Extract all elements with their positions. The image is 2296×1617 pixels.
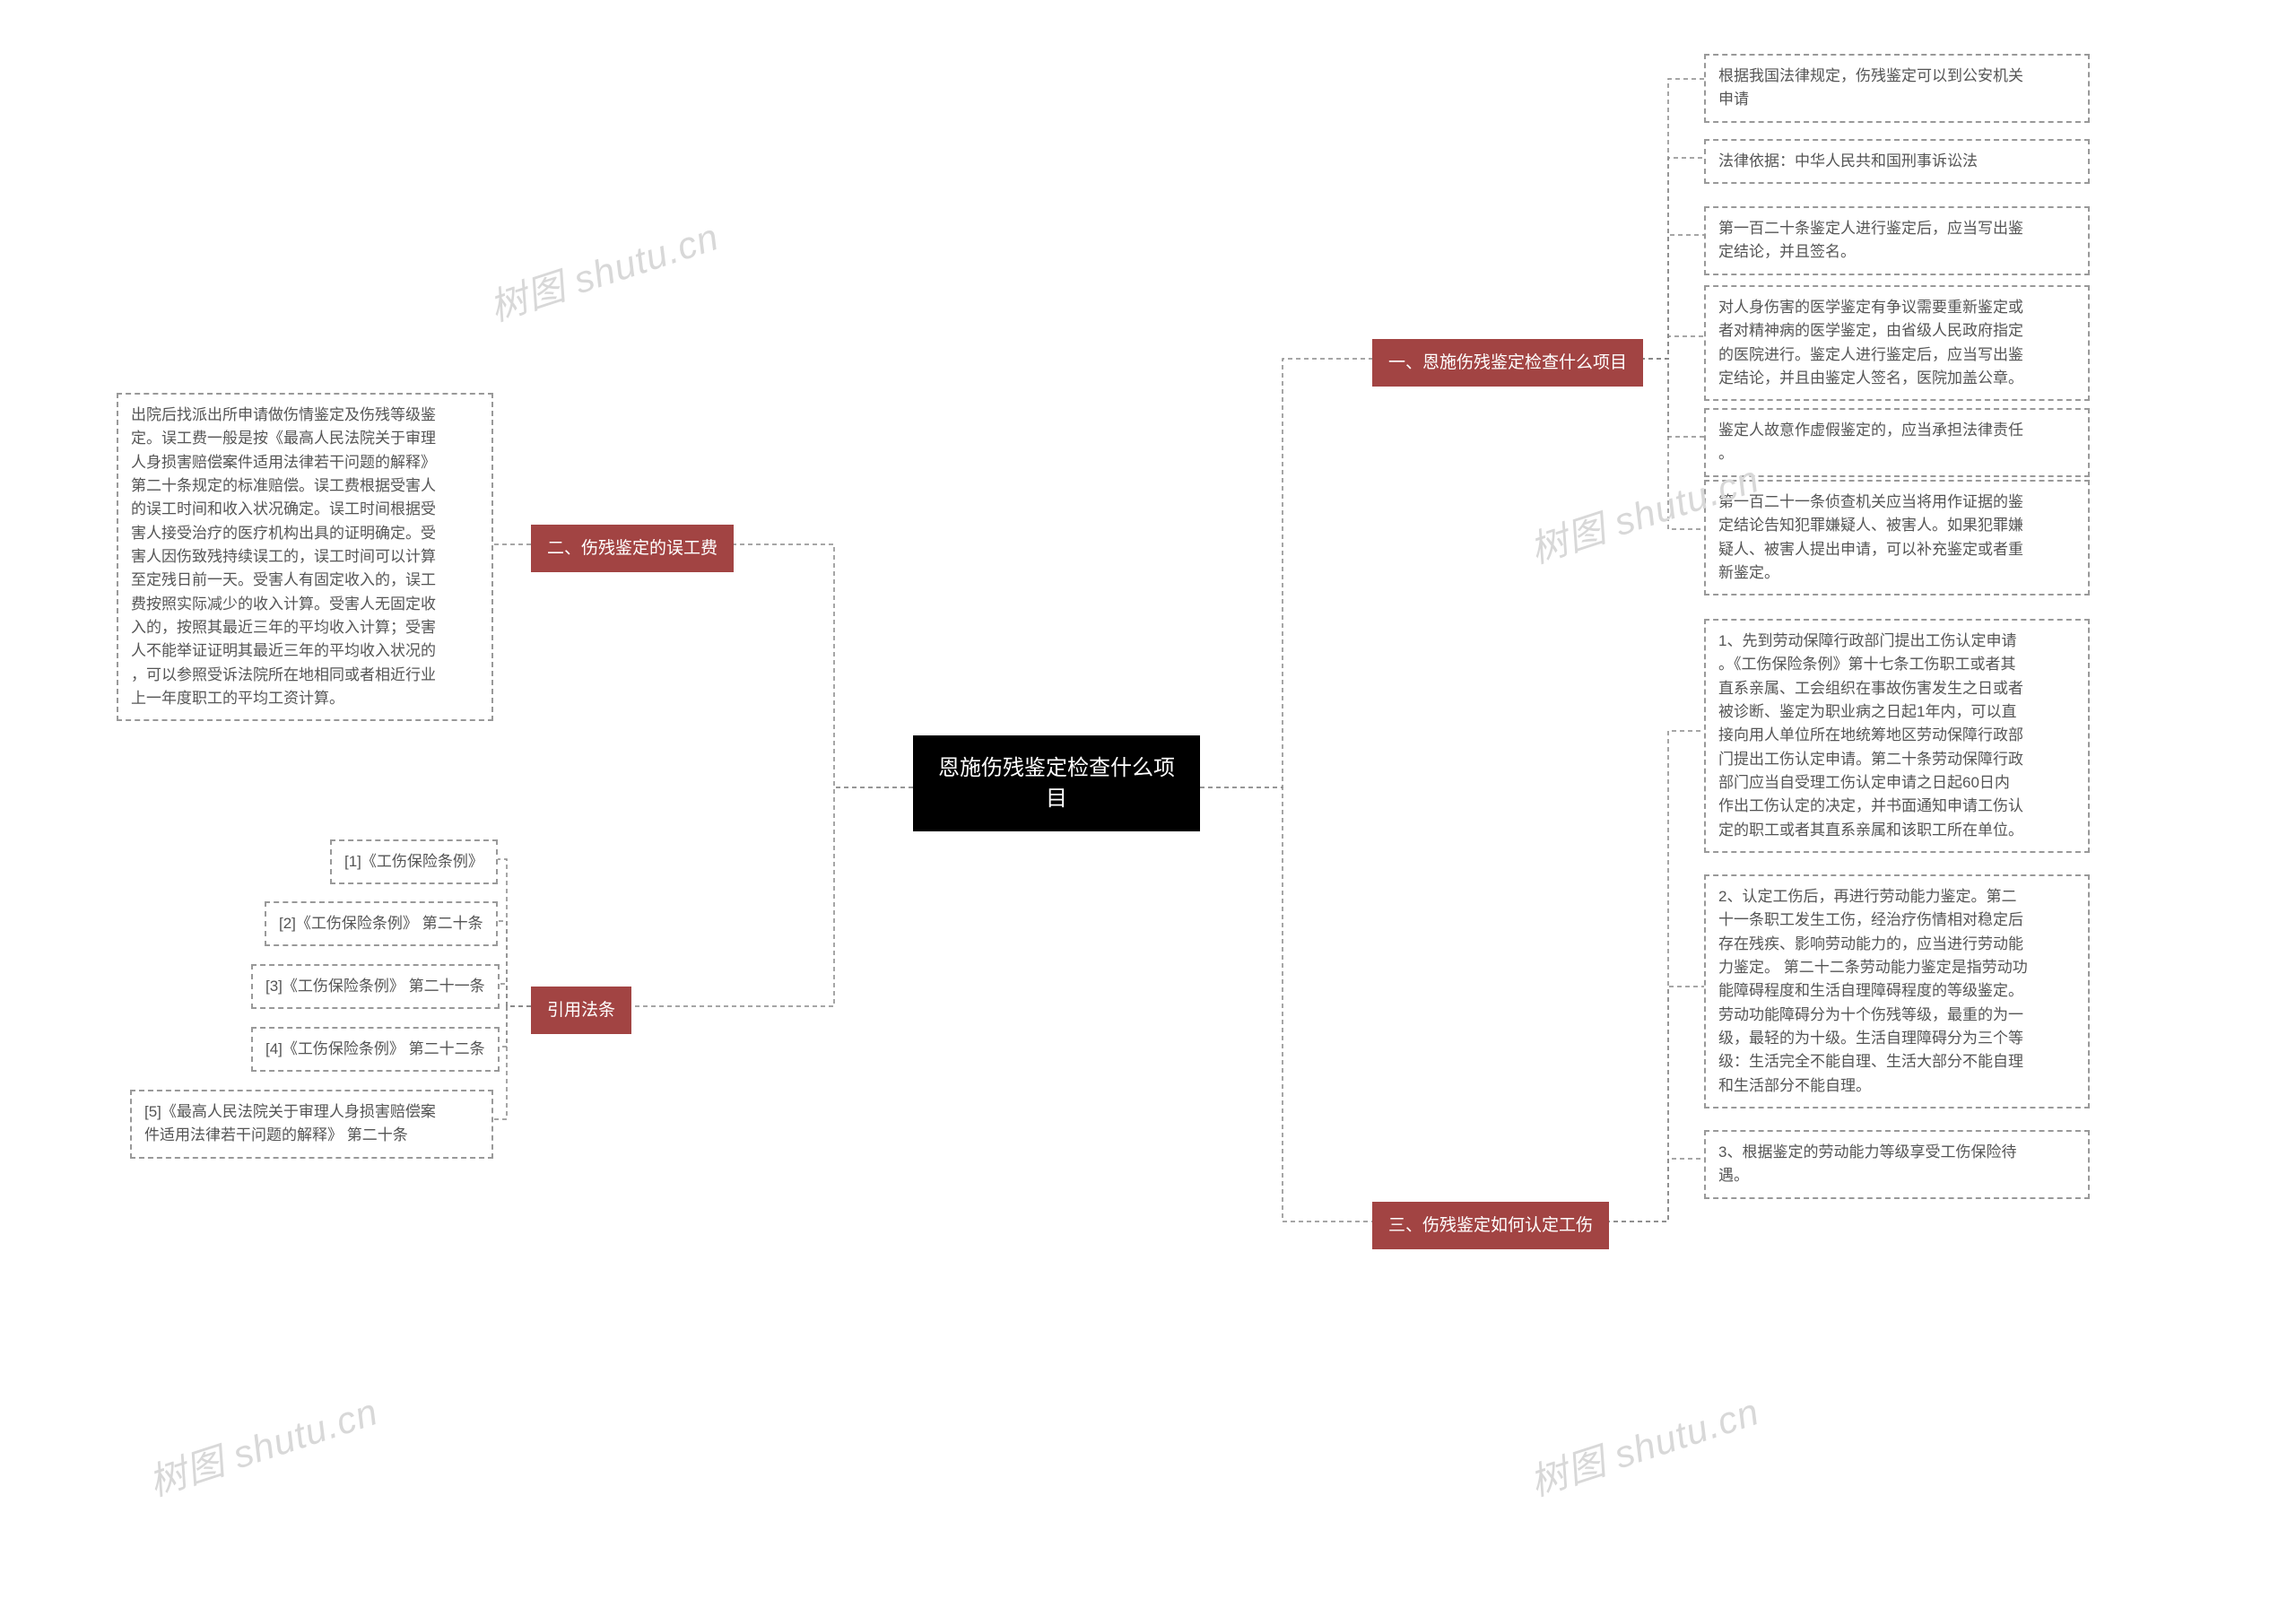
branch-1: 一、恩施伤残鉴定检查什么项目 bbox=[1372, 339, 1643, 387]
leaf-2-1: 2、认定工伤后，再进行劳动能力鉴定。第二十一条职工发生工伤，经治疗伤情相对稳定后… bbox=[1704, 874, 2090, 1108]
leaf-3-0: 出院后找派出所申请做伤情鉴定及伤残等级鉴定。误工费一般是按《最高人民法院关于审理… bbox=[117, 393, 493, 721]
leaf-1-2: 第一百二十条鉴定人进行鉴定后，应当写出鉴定结论，并且签名。 bbox=[1704, 206, 2090, 275]
leaf-4-4: [5]《最高人民法院关于审理人身损害赔偿案件适用法律若干问题的解释》 第二十条 bbox=[130, 1090, 493, 1159]
leaf-1-3: 对人身伤害的医学鉴定有争议需要重新鉴定或者对精神病的医学鉴定，由省级人民政府指定… bbox=[1704, 285, 2090, 401]
watermark-2: 树图 shutu.cn bbox=[141, 1381, 384, 1507]
branch-4: 引用法条 bbox=[531, 987, 631, 1034]
branch-2: 三、伤残鉴定如何认定工伤 bbox=[1372, 1202, 1609, 1249]
watermark-3: 树图 shutu.cn bbox=[1522, 1381, 1765, 1507]
watermark-0: 树图 shutu.cn bbox=[482, 206, 725, 332]
leaf-2-0: 1、先到劳动保障行政部门提出工伤认定申请。《工伤保险条例》第十七条工伤职工或者其… bbox=[1704, 619, 2090, 853]
leaf-2-2: 3、根据鉴定的劳动能力等级享受工伤保险待遇。 bbox=[1704, 1130, 2090, 1199]
leaf-4-0: [1]《工伤保险条例》 bbox=[330, 839, 498, 884]
branch-3: 二、伤残鉴定的误工费 bbox=[531, 525, 734, 572]
leaf-4-2: [3]《工伤保险条例》 第二十一条 bbox=[251, 964, 500, 1009]
leaf-4-3: [4]《工伤保险条例》 第二十二条 bbox=[251, 1027, 500, 1072]
leaf-4-1: [2]《工伤保险条例》 第二十条 bbox=[265, 901, 498, 946]
leaf-1-1: 法律依据：中华人民共和国刑事诉讼法 bbox=[1704, 139, 2090, 184]
leaf-1-4: 鉴定人故意作虚假鉴定的，应当承担法律责任。 bbox=[1704, 408, 2090, 477]
leaf-1-0: 根据我国法律规定，伤残鉴定可以到公安机关申请 bbox=[1704, 54, 2090, 123]
leaf-1-5: 第一百二十一条侦查机关应当将用作证据的鉴定结论告知犯罪嫌疑人、被害人。如果犯罪嫌… bbox=[1704, 480, 2090, 596]
center-node: 恩施伤残鉴定检查什么项目 bbox=[913, 735, 1200, 831]
